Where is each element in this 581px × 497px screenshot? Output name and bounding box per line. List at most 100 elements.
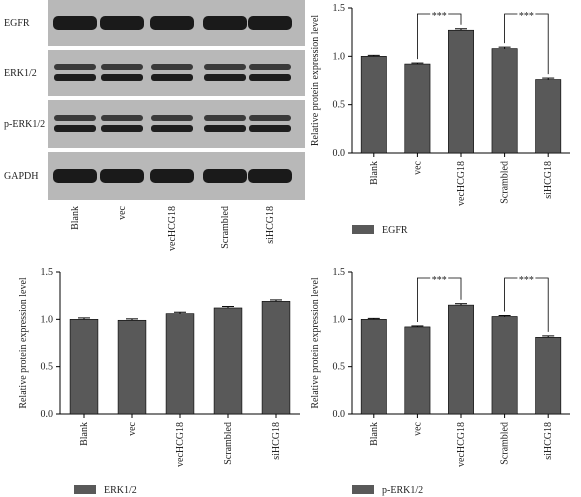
bar [491, 48, 518, 154]
y-tick-label: 0.0 [333, 148, 346, 159]
blot-band [53, 169, 97, 183]
x-tick-label: Blank [369, 161, 380, 185]
blot-band [150, 169, 194, 183]
error-bar [542, 335, 555, 338]
error-bar [498, 315, 511, 317]
blot-band [151, 74, 193, 81]
y-tick-label: 1.0 [333, 51, 346, 62]
legend-swatch [74, 485, 96, 494]
bar [535, 337, 562, 415]
blot-band [54, 74, 96, 81]
blot-band [203, 169, 247, 183]
y-tick-label: 0.5 [333, 100, 346, 111]
blot-band [101, 125, 143, 132]
blot-band [204, 125, 246, 132]
x-tick-label: siHCG18 [543, 422, 554, 460]
x-tick-label: Scrambled [223, 422, 234, 465]
error-bar [411, 325, 424, 327]
western-blot: EGFR ERK1/2 p-ERK1/2 GAPDH Blank vec vecHCG18 S… [4, 0, 305, 251]
error-bar [367, 54, 380, 57]
blot-lane-label: vecHCG18 [167, 206, 178, 251]
blot-band [150, 16, 194, 30]
blot-band [151, 115, 193, 121]
error-bar [542, 77, 555, 80]
error-bar [367, 317, 380, 320]
blot-band [249, 115, 291, 121]
chart: Relative protein expression level 0.0 0.5 1… [310, 3, 570, 236]
blot-band [249, 125, 291, 132]
bar [535, 79, 562, 154]
blot-lane-label: Blank [70, 206, 81, 230]
error-bar [126, 318, 138, 321]
blot-lane-label: Scrambled [220, 206, 231, 249]
blot-band [101, 64, 143, 70]
error-bar [411, 62, 424, 65]
blot-row-label: EGFR [4, 18, 30, 29]
x-tick-label: vec [412, 421, 423, 435]
blot-lane-label: siHCG18 [265, 206, 276, 244]
significance-bg [517, 10, 536, 18]
x-tick-label: vecHCG18 [456, 161, 467, 206]
error-bar [455, 28, 467, 31]
chart: Relative protein expression level 0.0 0.5 1… [18, 267, 300, 496]
blot-band [151, 64, 193, 70]
bar [404, 63, 431, 154]
x-tick-label: vecHCG18 [456, 422, 467, 467]
y-tick-label: 1.0 [333, 314, 346, 325]
bar [448, 304, 474, 415]
blot-panel [48, 50, 305, 96]
blot-panel [48, 100, 305, 148]
error-bar [455, 303, 467, 306]
x-tick-label: vec [127, 421, 138, 435]
error-bar [222, 306, 234, 308]
error-bar [270, 299, 282, 302]
significance-label: *** [519, 275, 534, 286]
blot-row-label: p-ERK1/2 [4, 119, 45, 130]
blot-band [54, 115, 96, 121]
bar [117, 319, 147, 415]
blot-band [151, 125, 193, 132]
blot-band [53, 16, 97, 30]
chart: Relative protein expression level 0.0 0.5 1… [310, 267, 570, 496]
blot-band [204, 115, 246, 121]
blot-band [54, 125, 96, 132]
blot-band [54, 64, 96, 70]
significance-bg [430, 10, 449, 18]
blot-row-label: GAPDH [4, 171, 38, 182]
bar [491, 316, 518, 415]
y-axis-title: Relative protein expression level [18, 277, 29, 409]
y-tick-label: 0.5 [41, 362, 54, 373]
bar [360, 56, 387, 154]
y-tick-label: 0.0 [41, 409, 54, 420]
blot-band [100, 16, 144, 30]
y-tick-label: 0.0 [333, 409, 346, 420]
blot-band [248, 169, 292, 183]
bar [261, 301, 291, 415]
error-bar [174, 311, 186, 314]
blot-band [100, 169, 144, 183]
blot-band [204, 64, 246, 70]
bar [448, 29, 474, 154]
y-axis-title: Relative protein expression level [310, 277, 321, 409]
blot-band [249, 74, 291, 81]
y-tick-label: 1.5 [333, 3, 346, 14]
x-tick-label: Scrambled [500, 161, 511, 204]
blot-band [204, 74, 246, 81]
blot-lane-label: vec [117, 205, 128, 219]
bar [360, 319, 387, 415]
x-tick-label: vecHCG18 [175, 422, 186, 467]
legend-swatch [352, 225, 374, 234]
legend-swatch [352, 485, 374, 494]
significance-bg [430, 274, 449, 282]
error-bar [498, 46, 511, 49]
x-tick-label: siHCG18 [543, 161, 554, 199]
x-tick-label: siHCG18 [271, 422, 282, 460]
legend-label: EGFR [382, 225, 408, 236]
significance-label: *** [519, 11, 534, 22]
blot-band [101, 74, 143, 81]
bar [69, 319, 99, 415]
blot-band [248, 16, 292, 30]
x-tick-label: Blank [369, 422, 380, 446]
significance-label: *** [432, 275, 447, 286]
